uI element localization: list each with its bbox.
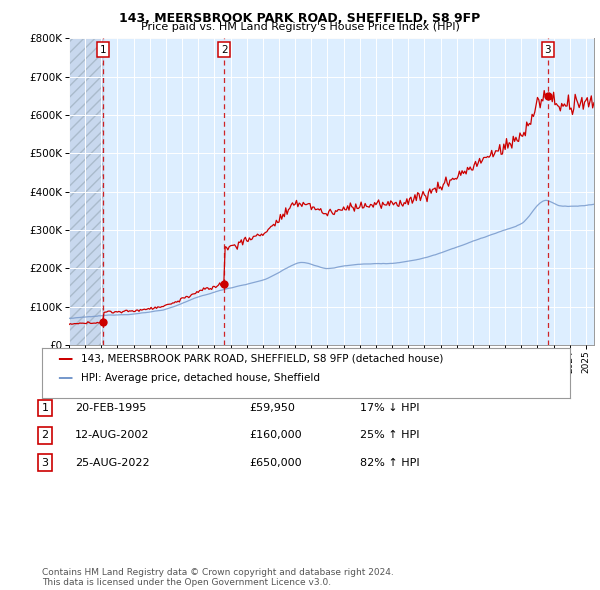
- Text: 1: 1: [100, 45, 107, 55]
- Text: 3: 3: [41, 458, 49, 467]
- Text: 25-AUG-2022: 25-AUG-2022: [75, 458, 149, 467]
- Text: —: —: [57, 351, 73, 366]
- Text: HPI: Average price, detached house, Sheffield: HPI: Average price, detached house, Shef…: [81, 373, 320, 382]
- Text: 20-FEB-1995: 20-FEB-1995: [75, 404, 146, 413]
- Text: 12-AUG-2002: 12-AUG-2002: [75, 431, 149, 440]
- Text: Contains HM Land Registry data © Crown copyright and database right 2024.
This d: Contains HM Land Registry data © Crown c…: [42, 568, 394, 587]
- Text: 2: 2: [41, 431, 49, 440]
- Bar: [69, 38, 103, 345]
- Text: 17% ↓ HPI: 17% ↓ HPI: [360, 404, 419, 413]
- Text: £59,950: £59,950: [249, 404, 295, 413]
- Text: 3: 3: [545, 45, 551, 55]
- Text: £160,000: £160,000: [249, 431, 302, 440]
- Text: 82% ↑ HPI: 82% ↑ HPI: [360, 458, 419, 467]
- Text: £650,000: £650,000: [249, 458, 302, 467]
- Text: 2: 2: [221, 45, 228, 55]
- Text: 143, MEERSBROOK PARK ROAD, SHEFFIELD, S8 9FP: 143, MEERSBROOK PARK ROAD, SHEFFIELD, S8…: [119, 12, 481, 25]
- Text: Price paid vs. HM Land Registry's House Price Index (HPI): Price paid vs. HM Land Registry's House …: [140, 22, 460, 32]
- Text: —: —: [57, 370, 73, 385]
- Text: 25% ↑ HPI: 25% ↑ HPI: [360, 431, 419, 440]
- Text: 143, MEERSBROOK PARK ROAD, SHEFFIELD, S8 9FP (detached house): 143, MEERSBROOK PARK ROAD, SHEFFIELD, S8…: [81, 354, 443, 363]
- Text: 1: 1: [41, 404, 49, 413]
- Bar: [69, 38, 103, 345]
